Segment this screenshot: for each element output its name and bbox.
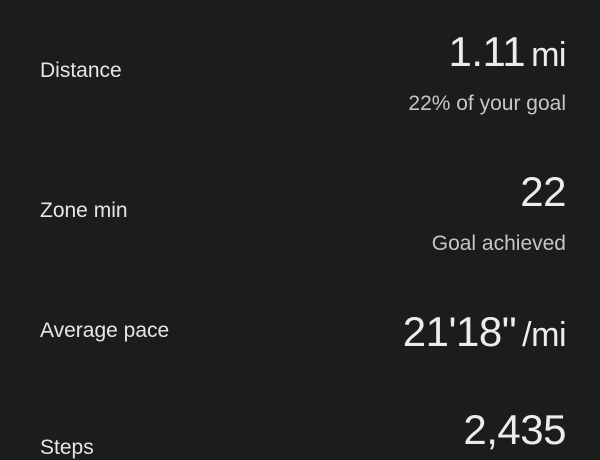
metric-label: Steps	[40, 436, 94, 459]
metric-value: 22	[520, 168, 566, 215]
value-number: 1.11	[448, 28, 526, 75]
metric-subtext: 22% of your goal	[408, 92, 566, 115]
metric-value: 2,435	[463, 406, 566, 453]
value-unit: mi	[531, 36, 566, 74]
metric-label: Average pace	[40, 319, 170, 342]
metric-value: 21'18"/mi	[402, 308, 567, 356]
metric-label: Zone min	[40, 199, 128, 222]
metric-label: Distance	[40, 59, 122, 82]
value-number: 21'18"	[402, 308, 517, 355]
value-unit: /mi	[522, 316, 566, 354]
metric-value: 1.11 mi	[448, 28, 566, 76]
metric-subtext: Goal achieved	[431, 232, 566, 255]
